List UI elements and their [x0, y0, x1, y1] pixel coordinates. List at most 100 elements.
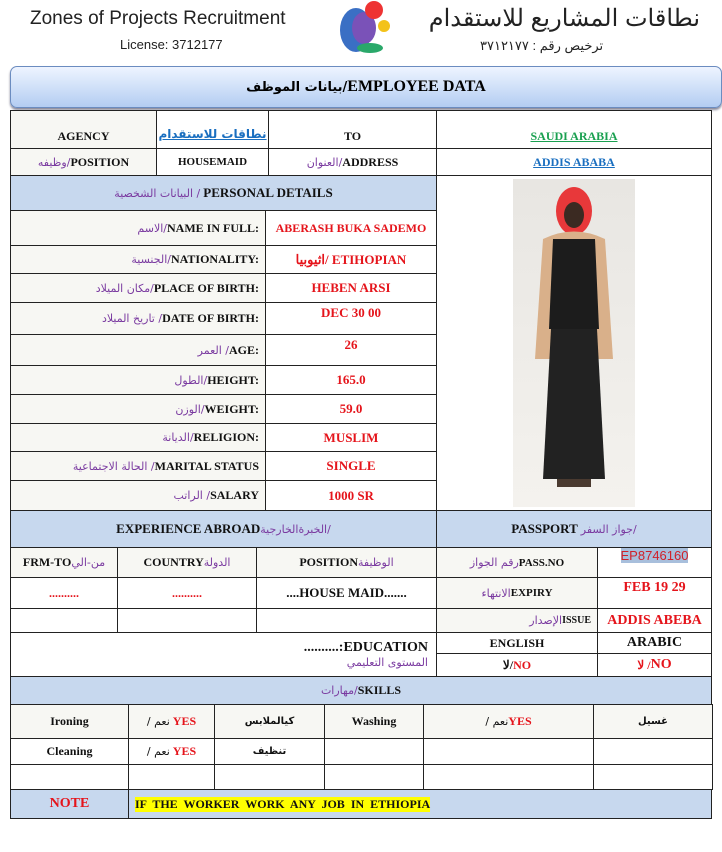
personal-value-8: SINGLE	[265, 451, 437, 481]
skill-value: YES	[172, 714, 197, 728]
personal-value-3: DEC 30 00	[265, 302, 437, 335]
skill-cell: / نعم YES	[423, 704, 594, 739]
skill-value-2: YES	[508, 714, 532, 728]
skill-cell	[324, 738, 424, 765]
passport-header-ar: جواز السفر/	[580, 522, 637, 536]
exp-position-value: ....HOUSE MAID.......	[256, 577, 437, 609]
personal-value-6: 59.0	[265, 394, 437, 424]
label-en: NAME IN FULL:	[167, 220, 259, 235]
license-ar: ترخيص رقم : ٣٧١٢١٧٧	[480, 38, 604, 53]
expiry-en: EXPIRY	[510, 587, 553, 599]
agency-value[interactable]: نطاقات للاستقدام	[156, 110, 269, 149]
position-value-text: HOUSEMAID	[177, 156, 248, 168]
license-en: License: 3712177	[120, 37, 223, 52]
personal-label-0: الاسم/NAME IN FULL:	[10, 210, 266, 246]
to-link[interactable]: SAUDI ARABIA	[530, 129, 618, 143]
label-ar: الاسم/	[137, 221, 167, 235]
skill-value-2-ar: / نعم	[485, 715, 509, 728]
address-en: ADDRESS	[342, 154, 399, 169]
exp-empty-2	[117, 608, 257, 633]
col-country-en: COUNTRY	[143, 555, 204, 569]
address-ar: العنوان/	[306, 155, 343, 169]
col-position-en: POSITION	[299, 555, 359, 569]
skill-cell	[10, 764, 129, 790]
arabic-ar: لا /	[637, 657, 651, 672]
company-name-en: Zones of Projects Recruitment	[30, 8, 286, 29]
label-ar: مكان الميلاد/	[95, 281, 154, 295]
photo-cell	[436, 175, 712, 511]
value-text: 165.0	[336, 372, 366, 387]
position-ar: وظيفه/	[37, 155, 71, 169]
value-text: MUSLIM	[323, 429, 379, 445]
label-en: DATE OF BIRTH:	[162, 311, 259, 325]
skill-value: YES	[172, 744, 197, 758]
skill-cell: Cleaning	[10, 738, 129, 765]
to-label-text: TO	[343, 129, 362, 143]
skill-cell: كيالملابس	[214, 704, 325, 739]
exp-country-value: ..........	[117, 577, 257, 609]
arabic-label: ARABIC	[597, 632, 712, 654]
agency-link[interactable]: نطاقات للاستقدام	[158, 126, 267, 141]
to-value[interactable]: SAUDI ARABIA	[436, 110, 712, 149]
english-value-text: NO	[513, 657, 532, 672]
value-text: اثيوبيا/ ETIHOPIAN	[295, 251, 407, 267]
skill-name-2: Washing	[351, 714, 397, 728]
english-label: ENGLISH	[436, 632, 598, 654]
education-cell: ..........:EDUCATION المستوى التعليمي	[10, 632, 437, 677]
label-en: MARITAL STATUS	[154, 458, 259, 473]
skill-cell	[423, 764, 594, 790]
skill-cell: غسيل	[593, 704, 713, 739]
title-banner: بيانات الموظف/EMPLOYEE DATA	[10, 66, 722, 108]
pass-no-ar: رقم الجواز	[469, 556, 519, 569]
position-label: وظيفه/POSITION	[10, 148, 157, 176]
skill-name-ar: كيالملابس	[244, 716, 295, 727]
skill-name-ar: تنظيف	[252, 746, 287, 757]
skills-header: مهارات/SKILLS	[10, 676, 712, 705]
col-country: COUNTRY الدولة	[117, 547, 257, 578]
skill-cell: / نعم YES	[128, 738, 215, 765]
value-text: ABERASH BUKA SADEMO	[275, 220, 427, 235]
position-en: POSITION	[70, 154, 130, 169]
issue-en: ISSUE	[562, 615, 591, 626]
note-label-text: NOTE	[49, 796, 90, 811]
expiry-value-text: FEB 19 29	[623, 580, 686, 595]
col-from: FRM-TO من-الي	[10, 547, 118, 578]
company-name-ar: نطاقات المشاريع للاستقدام	[428, 5, 700, 32]
note-text-cell: IF THE WORKER WORK ANY JOB IN ETHIOPIA	[128, 789, 712, 819]
experience-header: EXPERIENCE ABROAD الخبرةالخارجية/	[10, 510, 437, 548]
label-en: SALARY	[210, 488, 259, 502]
exp-country-text: ..........	[172, 585, 202, 600]
agency-label-text: AGENCY	[57, 129, 110, 143]
english-ar: لا/	[502, 657, 514, 672]
skill-cell: Ironing	[10, 704, 129, 739]
personal-header: البيانات الشخصية / PERSONAL DETAILS	[10, 175, 437, 211]
expiry-value: FEB 19 29	[597, 577, 712, 609]
personal-label-1: الجنسية/NATIONALITY:	[10, 245, 266, 274]
label-ar: الجنسية/	[131, 253, 171, 266]
issue-value: ADDIS ABEBA	[597, 608, 712, 633]
personal-value-7: MUSLIM	[265, 423, 437, 452]
label-ar: الطول/	[174, 373, 208, 387]
title-ar: بيانات الموظف/	[246, 79, 348, 95]
skill-name: Ironing	[50, 714, 89, 728]
personal-header-ar: البيانات الشخصية /	[114, 186, 201, 200]
address-link[interactable]: ADDIS ABABA	[533, 154, 615, 169]
address-value[interactable]: ADDIS ABABA	[436, 148, 712, 176]
personal-label-3: تاريخ الميلاد / DATE OF BIRTH:	[10, 302, 266, 335]
label-en: WEIGHT:	[204, 401, 259, 416]
title-en: EMPLOYEE DATA	[347, 78, 486, 95]
personal-label-2: مكان الميلاد/PLACE OF BIRTH:	[10, 273, 266, 303]
value-text: DEC 30 00	[321, 305, 381, 320]
skill-name: Cleaning	[46, 744, 93, 758]
arabic-value-text: NO	[650, 657, 672, 672]
personal-value-1: اثيوبيا/ ETIHOPIAN	[265, 245, 437, 274]
logo	[330, 0, 392, 56]
skill-cell	[214, 764, 325, 790]
issue-label: الإصدار ISSUE	[436, 608, 598, 633]
exp-empty-3	[256, 608, 437, 633]
position-value: HOUSEMAID	[156, 148, 269, 176]
skill-cell	[593, 764, 713, 790]
personal-label-5: الطول/HEIGHT:	[10, 365, 266, 395]
skill-cell: تنظيف	[214, 738, 325, 765]
label-en: PLACE OF BIRTH:	[153, 280, 259, 295]
